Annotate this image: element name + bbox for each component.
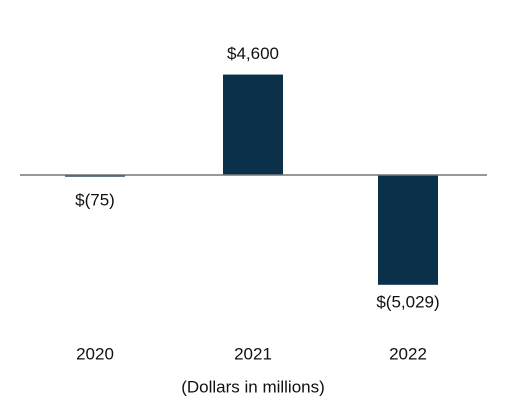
bar — [378, 175, 438, 285]
x-tick-label: 2021 — [234, 344, 272, 363]
bar — [65, 175, 125, 177]
x-tick-label: 2020 — [76, 344, 114, 363]
value-label: $4,600 — [227, 44, 279, 63]
x-axis-title: (Dollars in millions) — [181, 377, 325, 396]
value-label: $(75) — [75, 190, 115, 209]
x-tick-label: 2022 — [389, 344, 427, 363]
bar — [223, 74, 283, 175]
value-label: $(5,029) — [376, 292, 439, 311]
